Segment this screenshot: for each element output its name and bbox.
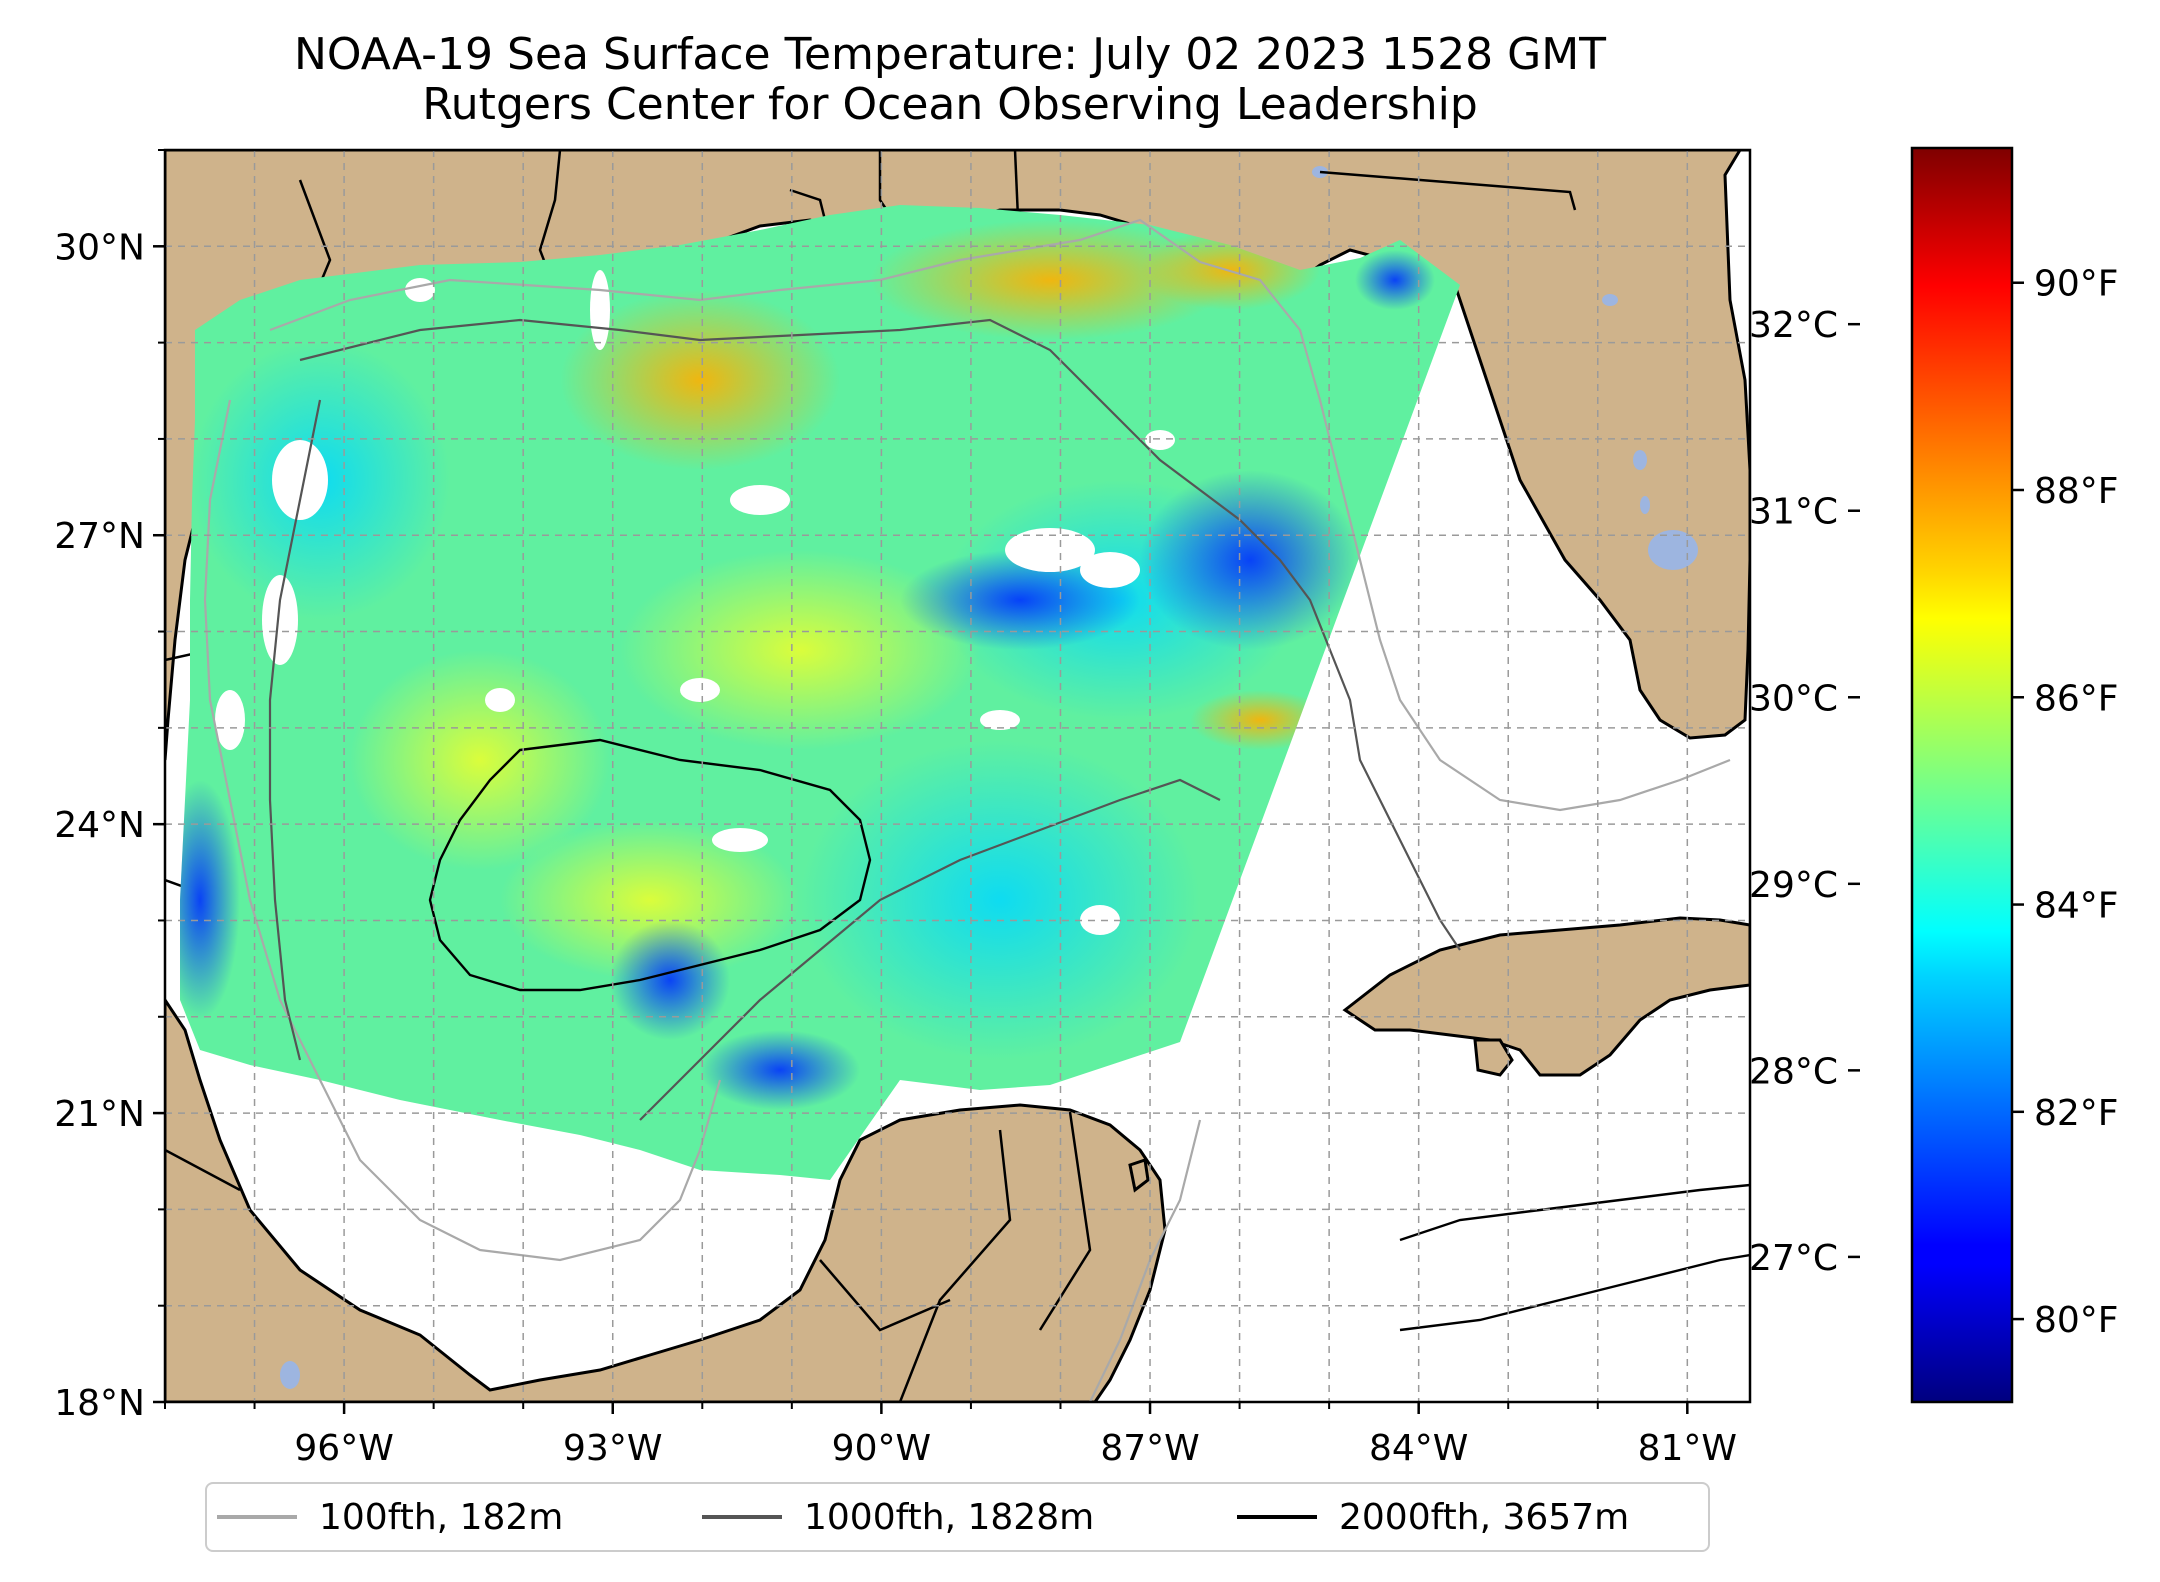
gridlines bbox=[165, 150, 1750, 1402]
lat-tick-label: 30°N bbox=[54, 227, 145, 268]
chart-subtitle: Rutgers Center for Ocean Observing Leade… bbox=[422, 79, 1478, 130]
colorbar-c-label: 31°C bbox=[1749, 492, 1838, 533]
isobath-2000fth bbox=[428, 738, 1750, 1332]
sst-swath bbox=[180, 205, 1460, 1180]
colorbar-f-label: 88°F bbox=[2034, 471, 2119, 512]
lon-tick-label: 96°W bbox=[294, 1428, 393, 1469]
colorbar-c-label: 29°C bbox=[1749, 865, 1838, 906]
lon-tick-label: 81°W bbox=[1638, 1428, 1737, 1469]
legend-line-2000fth bbox=[1237, 1515, 1317, 1519]
colorbar-c-label: 27°C bbox=[1749, 1238, 1838, 1279]
colorbar-c-label: 28°C bbox=[1749, 1051, 1838, 1092]
lat-tick-label: 24°N bbox=[54, 805, 145, 846]
lat-tick-label: 21°N bbox=[54, 1094, 145, 1135]
colorbar-f-label: 86°F bbox=[2034, 678, 2119, 719]
isobath-legend: 100fth, 182m 1000fth, 1828m 2000fth, 365… bbox=[205, 1482, 1710, 1552]
colorbar-c-label: 30°C bbox=[1749, 678, 1838, 719]
colorbar-f-label: 82°F bbox=[2034, 1093, 2119, 1134]
legend-label-100fth: 100fth, 182m bbox=[319, 1496, 564, 1538]
lat-tick-label: 18°N bbox=[54, 1383, 145, 1424]
colorbar-gradient bbox=[1910, 146, 2014, 1404]
legend-item-1000fth: 1000fth, 1828m bbox=[702, 1484, 1094, 1550]
colorbar bbox=[1910, 146, 2014, 1404]
legend-item-100fth: 100fth, 182m bbox=[217, 1484, 563, 1550]
map-frame bbox=[163, 148, 1752, 1404]
legend-line-1000fth bbox=[702, 1515, 782, 1519]
colorbar-ticks: 90°F 88°F 86°F 84°F 82°F 80°F 32°C 31°C 30°C 29°C… bbox=[1749, 264, 2118, 1341]
legend-line-100fth bbox=[217, 1515, 297, 1519]
map-area bbox=[165, 150, 1750, 1402]
legend-item-2000fth: 2000fth, 3657m bbox=[1237, 1484, 1629, 1550]
lon-tick-label: 90°W bbox=[832, 1428, 931, 1469]
lat-tick-label: 27°N bbox=[54, 516, 145, 557]
lon-tick-label: 87°W bbox=[1100, 1428, 1199, 1469]
colorbar-f-label: 84°F bbox=[2034, 886, 2119, 927]
colorbar-f-label: 90°F bbox=[2034, 264, 2119, 305]
legend-label-2000fth: 2000fth, 3657m bbox=[1339, 1496, 1630, 1538]
colorbar-c-label: 32°C bbox=[1749, 305, 1838, 346]
map-axes: 30°N 27°N 24°N 21°N 18°N 96°W 93°W 90°W 87°W 84°W… bbox=[54, 149, 1737, 1469]
inland-water bbox=[280, 166, 1698, 1389]
chart-title: NOAA-19 Sea Surface Temperature: July 02… bbox=[293, 29, 1607, 80]
colorbar-f-label: 80°F bbox=[2034, 1300, 2119, 1341]
sst-map: 30°N 27°N 24°N 21°N 18°N 96°W 93°W 90°W 87°W 84°W… bbox=[54, 146, 2119, 1469]
legend-label-1000fth: 1000fth, 1828m bbox=[804, 1496, 1095, 1538]
lon-tick-label: 84°W bbox=[1369, 1428, 1468, 1469]
lon-tick-label: 93°W bbox=[563, 1428, 662, 1469]
borders bbox=[165, 150, 1577, 1402]
